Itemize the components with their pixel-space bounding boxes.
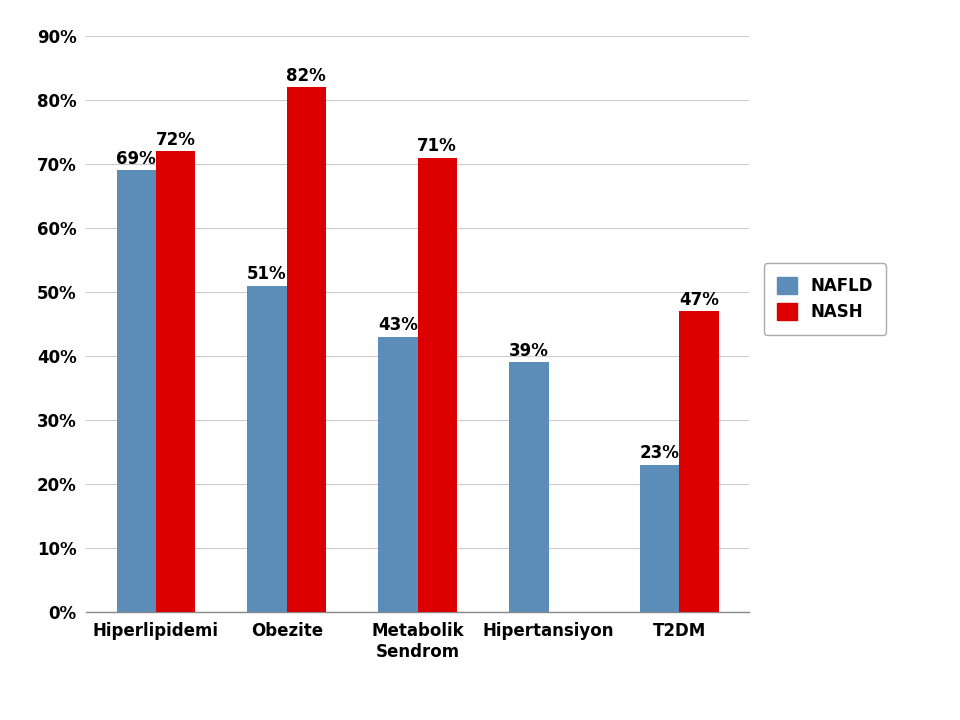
Text: 39%: 39%	[509, 342, 549, 360]
Text: 47%: 47%	[679, 291, 719, 309]
Bar	[509, 362, 548, 612]
Bar	[287, 87, 326, 612]
Text: 23%: 23%	[640, 444, 680, 462]
Bar	[378, 337, 418, 612]
Text: 71%: 71%	[418, 137, 457, 155]
Legend: NAFLD, NASH: NAFLD, NASH	[764, 264, 886, 335]
Text: 43%: 43%	[378, 316, 418, 334]
Bar	[248, 286, 287, 612]
Bar	[680, 311, 719, 612]
Text: 82%: 82%	[286, 67, 326, 85]
Bar	[156, 151, 195, 612]
Text: 72%: 72%	[156, 130, 195, 148]
Bar	[640, 465, 680, 612]
Bar	[116, 171, 156, 612]
Text: 69%: 69%	[116, 150, 156, 168]
Text: 51%: 51%	[248, 265, 287, 283]
Bar	[418, 158, 457, 612]
